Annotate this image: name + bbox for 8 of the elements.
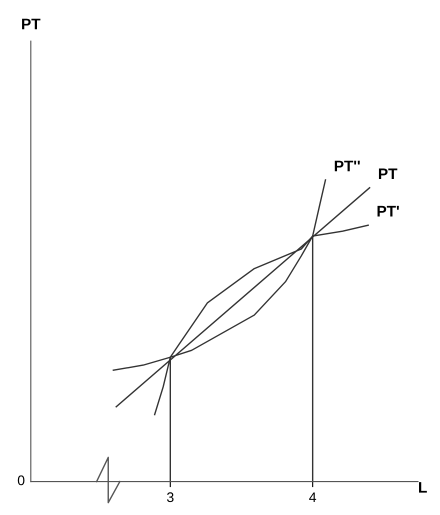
series-label: PT xyxy=(378,168,398,180)
x-tick-label: 3 xyxy=(166,492,174,502)
x-axis-title: L xyxy=(419,482,427,493)
text: 0 xyxy=(18,475,24,486)
series-label: PT' xyxy=(378,206,399,216)
text: PT xyxy=(22,18,40,30)
x-tick-label: 4 xyxy=(309,492,316,502)
series-label: PT'' xyxy=(334,160,360,172)
